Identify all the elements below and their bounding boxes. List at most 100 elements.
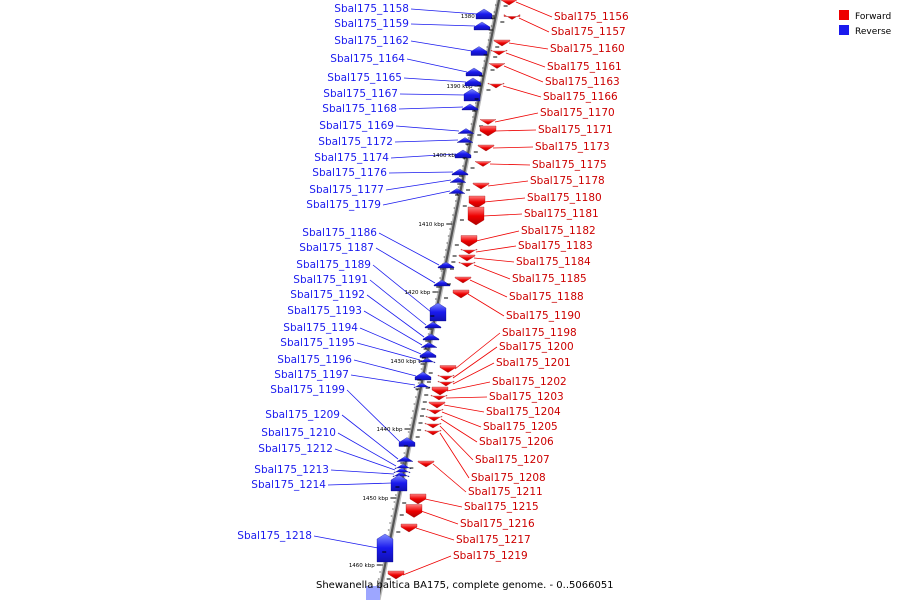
forward-gene-arrow[interactable] — [460, 248, 478, 255]
reverse-gene-arrow[interactable] — [454, 149, 472, 159]
reverse-gene-label[interactable]: Sbal175_1193 — [287, 305, 362, 317]
forward-gene-arrow[interactable] — [493, 39, 511, 47]
reverse-gene-arrow[interactable] — [396, 456, 414, 462]
reverse-gene-label[interactable]: Sbal175_1218 — [237, 530, 312, 542]
reverse-gene-arrow[interactable] — [456, 137, 474, 143]
reverse-gene-label[interactable]: Sbal175_1172 — [318, 136, 393, 148]
forward-gene-label[interactable]: Sbal175_1211 — [468, 486, 543, 498]
reverse-gene-arrow[interactable] — [376, 533, 394, 563]
reverse-gene-arrow[interactable] — [451, 168, 469, 176]
forward-gene-label[interactable]: Sbal175_1171 — [538, 124, 613, 136]
reverse-gene-arrow[interactable] — [390, 474, 408, 492]
forward-gene-arrow[interactable] — [425, 415, 443, 422]
forward-gene-arrow[interactable] — [426, 408, 444, 415]
forward-gene-label[interactable]: Sbal175_1163 — [545, 76, 620, 88]
forward-gene-arrow[interactable] — [460, 235, 478, 247]
reverse-gene-label[interactable]: Sbal175_1214 — [251, 479, 326, 491]
reverse-gene-arrow[interactable] — [429, 302, 447, 322]
forward-gene-label[interactable]: Sbal175_1217 — [456, 534, 531, 546]
reverse-gene-arrow[interactable] — [424, 321, 442, 329]
forward-gene-label[interactable]: Sbal175_1188 — [509, 291, 584, 303]
forward-gene-arrow[interactable] — [503, 14, 521, 20]
reverse-gene-arrow[interactable] — [457, 128, 475, 134]
forward-gene-arrow[interactable] — [409, 493, 427, 505]
reverse-gene-label[interactable]: Sbal175_1162 — [334, 35, 409, 47]
reverse-gene-arrow[interactable] — [393, 467, 411, 474]
forward-gene-label[interactable]: Sbal175_1173 — [535, 141, 610, 153]
forward-gene-arrow[interactable] — [487, 82, 505, 89]
forward-gene-label[interactable]: Sbal175_1181 — [524, 208, 599, 220]
reverse-gene-label[interactable]: Sbal175_1197 — [274, 369, 349, 381]
reverse-gene-arrow[interactable] — [420, 342, 438, 348]
forward-gene-label[interactable]: Sbal175_1203 — [489, 391, 564, 403]
reverse-gene-label[interactable]: Sbal175_1186 — [302, 227, 377, 239]
forward-gene-label[interactable]: Sbal175_1175 — [532, 159, 607, 171]
reverse-gene-label[interactable]: Sbal175_1168 — [322, 103, 397, 115]
reverse-gene-arrow[interactable] — [419, 350, 437, 358]
forward-gene-arrow[interactable] — [479, 125, 497, 137]
forward-gene-arrow[interactable] — [400, 523, 418, 533]
forward-gene-label[interactable]: Sbal175_1185 — [512, 273, 587, 285]
forward-gene-arrow[interactable] — [468, 195, 486, 209]
reverse-gene-arrow[interactable] — [448, 188, 466, 194]
forward-gene-arrow[interactable] — [405, 504, 423, 518]
reverse-gene-arrow[interactable] — [433, 279, 451, 287]
reverse-gene-arrow[interactable] — [470, 46, 488, 56]
forward-gene-arrow[interactable] — [477, 144, 495, 152]
forward-gene-arrow[interactable] — [428, 401, 446, 409]
forward-gene-arrow[interactable] — [454, 276, 472, 284]
forward-gene-label[interactable]: Sbal175_1180 — [527, 192, 602, 204]
forward-gene-label[interactable]: Sbal175_1216 — [460, 518, 535, 530]
forward-gene-label[interactable]: Sbal175_1161 — [547, 61, 622, 73]
forward-gene-label[interactable]: Sbal175_1178 — [530, 175, 605, 187]
reverse-gene-arrow[interactable] — [414, 371, 432, 381]
reverse-gene-arrow[interactable] — [473, 21, 491, 31]
reverse-gene-arrow[interactable] — [461, 103, 479, 111]
forward-gene-arrow[interactable] — [439, 365, 457, 373]
reverse-gene-label[interactable]: Sbal175_1187 — [299, 242, 374, 254]
forward-gene-label[interactable]: Sbal175_1182 — [521, 225, 596, 237]
reverse-gene-label[interactable]: Sbal175_1199 — [270, 384, 345, 396]
reverse-gene-label[interactable]: Sbal175_1164 — [330, 53, 405, 65]
forward-gene-arrow[interactable] — [490, 49, 508, 56]
forward-gene-label[interactable]: Sbal175_1160 — [550, 43, 625, 55]
forward-gene-arrow[interactable] — [474, 161, 492, 167]
reverse-gene-arrow[interactable] — [463, 88, 481, 102]
forward-gene-arrow[interactable] — [437, 380, 455, 387]
reverse-gene-label[interactable]: Sbal175_1196 — [277, 354, 352, 366]
forward-gene-label[interactable]: Sbal175_1205 — [483, 421, 558, 433]
forward-gene-label[interactable]: Sbal175_1206 — [479, 436, 554, 448]
forward-gene-arrow[interactable] — [424, 429, 442, 436]
reverse-gene-arrow[interactable] — [392, 471, 410, 478]
reverse-gene-label[interactable]: Sbal175_1191 — [293, 274, 368, 286]
forward-gene-arrow[interactable] — [452, 289, 470, 299]
forward-gene-arrow[interactable] — [467, 206, 485, 226]
reverse-gene-arrow[interactable] — [422, 333, 440, 341]
forward-gene-label[interactable]: Sbal175_1204 — [486, 406, 561, 418]
forward-gene-label[interactable]: Sbal175_1183 — [518, 240, 593, 252]
forward-gene-label[interactable]: Sbal175_1190 — [506, 310, 581, 322]
forward-gene-label[interactable]: Sbal175_1156 — [554, 11, 629, 23]
reverse-gene-label[interactable]: Sbal175_1174 — [314, 152, 389, 164]
forward-gene-label[interactable]: Sbal175_1219 — [453, 550, 528, 562]
reverse-gene-label[interactable]: Sbal175_1167 — [323, 88, 398, 100]
reverse-gene-label[interactable]: Sbal175_1194 — [283, 322, 358, 334]
forward-gene-arrow[interactable] — [488, 63, 506, 69]
reverse-gene-label[interactable]: Sbal175_1177 — [309, 184, 384, 196]
reverse-gene-arrow[interactable] — [475, 8, 493, 20]
forward-gene-arrow[interactable] — [430, 394, 448, 401]
reverse-gene-label[interactable]: Sbal175_1195 — [280, 337, 355, 349]
forward-gene-label[interactable]: Sbal175_1201 — [496, 357, 571, 369]
forward-gene-arrow[interactable] — [479, 119, 497, 125]
reverse-gene-label[interactable]: Sbal175_1159 — [334, 18, 409, 30]
forward-gene-arrow[interactable] — [472, 182, 490, 190]
forward-gene-arrow[interactable] — [424, 422, 442, 429]
forward-gene-label[interactable]: Sbal175_1200 — [499, 341, 574, 353]
forward-gene-arrow[interactable] — [431, 386, 449, 396]
reverse-gene-arrow[interactable] — [465, 67, 483, 77]
forward-gene-arrow[interactable] — [458, 254, 476, 262]
reverse-gene-label[interactable]: Sbal175_1158 — [334, 3, 409, 15]
reverse-gene-label[interactable]: Sbal175_1165 — [327, 72, 402, 84]
reverse-gene-arrow[interactable] — [464, 77, 482, 87]
forward-gene-label[interactable]: Sbal175_1208 — [471, 472, 546, 484]
